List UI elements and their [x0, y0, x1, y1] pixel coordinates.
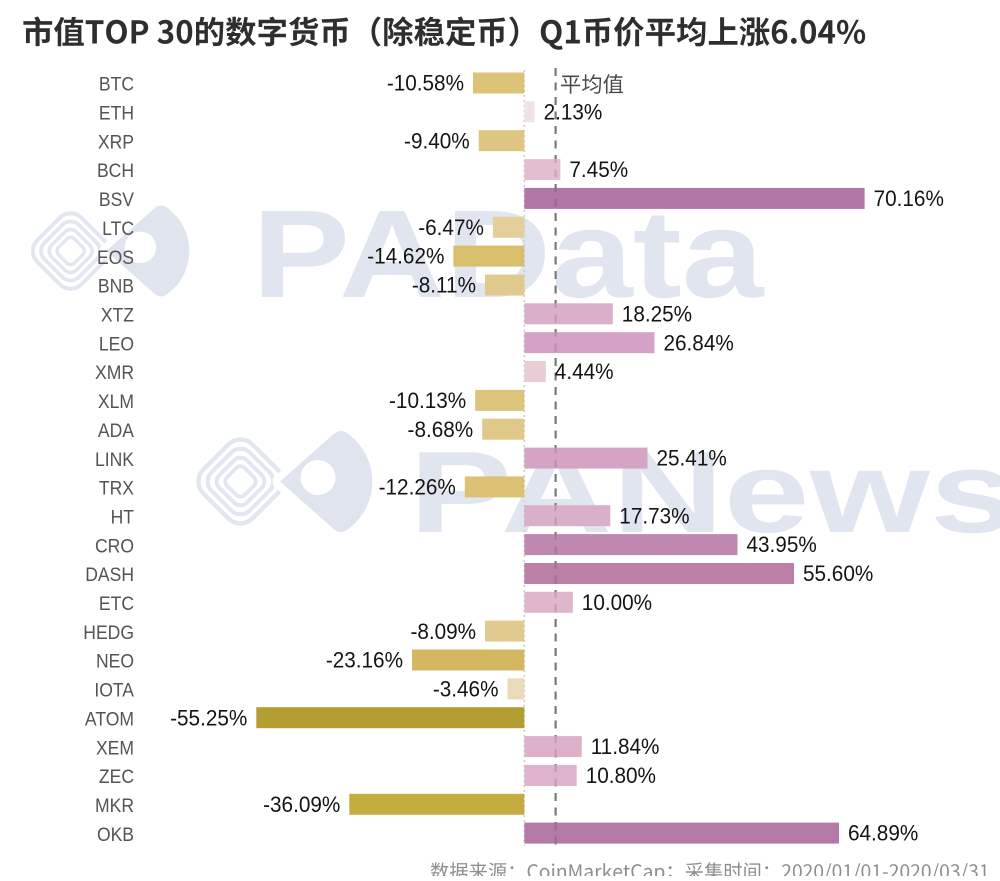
- svg-text:43.95%: 43.95%: [747, 533, 817, 558]
- svg-text:TRX: TRX: [99, 477, 134, 499]
- svg-text:HEDG: HEDG: [83, 621, 134, 643]
- svg-text:DASH: DASH: [85, 563, 134, 585]
- svg-text:-14.62%: -14.62%: [367, 244, 444, 269]
- svg-text:ZEC: ZEC: [99, 765, 134, 787]
- svg-text:BCH: BCH: [97, 159, 134, 181]
- svg-text:ETC: ETC: [99, 592, 134, 614]
- svg-text:10.80%: 10.80%: [586, 763, 656, 788]
- svg-text:-55.25%: -55.25%: [170, 706, 247, 731]
- svg-text:26.84%: 26.84%: [664, 331, 734, 356]
- svg-text:-8.68%: -8.68%: [408, 417, 474, 442]
- svg-text:XLM: XLM: [98, 390, 134, 412]
- svg-text:-8.11%: -8.11%: [412, 273, 476, 298]
- svg-text:-36.09%: -36.09%: [263, 792, 340, 817]
- svg-text:2.13%: 2.13%: [544, 100, 603, 125]
- svg-text:BTC: BTC: [99, 73, 134, 95]
- svg-text:XRP: XRP: [98, 131, 134, 153]
- svg-text:-12.26%: -12.26%: [379, 475, 456, 500]
- svg-text:MKR: MKR: [95, 794, 134, 816]
- svg-text:64.89%: 64.89%: [848, 821, 918, 846]
- svg-text:70.16%: 70.16%: [874, 186, 944, 211]
- svg-text:XTZ: XTZ: [101, 304, 134, 326]
- svg-text:ATOM: ATOM: [85, 708, 134, 730]
- svg-text:NEO: NEO: [96, 650, 134, 672]
- svg-text:BSV: BSV: [99, 188, 135, 210]
- svg-text:-9.40%: -9.40%: [404, 129, 470, 154]
- svg-text:-10.58%: -10.58%: [387, 71, 464, 96]
- svg-text:-23.16%: -23.16%: [326, 648, 403, 673]
- svg-text:17.73%: 17.73%: [619, 504, 689, 529]
- svg-text:LEO: LEO: [99, 333, 134, 355]
- svg-text:OKB: OKB: [97, 823, 134, 845]
- svg-text:ADA: ADA: [98, 419, 135, 441]
- svg-text:-3.46%: -3.46%: [433, 677, 499, 702]
- svg-text:IOTA: IOTA: [94, 679, 134, 701]
- svg-text:7.45%: 7.45%: [569, 158, 628, 183]
- svg-text:BNB: BNB: [98, 275, 134, 297]
- svg-text:-8.09%: -8.09%: [410, 619, 476, 644]
- svg-text:55.60%: 55.60%: [803, 561, 873, 586]
- svg-text:18.25%: 18.25%: [622, 302, 692, 327]
- svg-text:11.84%: 11.84%: [591, 735, 660, 760]
- svg-text:LTC: LTC: [102, 217, 134, 239]
- svg-text:XMR: XMR: [95, 361, 134, 383]
- svg-text:-10.13%: -10.13%: [389, 388, 466, 413]
- svg-text:LINK: LINK: [95, 448, 135, 470]
- svg-text:EOS: EOS: [97, 246, 134, 268]
- svg-text:-6.47%: -6.47%: [418, 215, 484, 240]
- svg-text:CRO: CRO: [95, 534, 134, 556]
- svg-text:4.44%: 4.44%: [555, 359, 614, 384]
- svg-text:10.00%: 10.00%: [582, 590, 652, 615]
- svg-text:HT: HT: [111, 506, 134, 528]
- svg-text:25.41%: 25.41%: [657, 446, 727, 471]
- svg-text:XEM: XEM: [96, 736, 134, 758]
- svg-text:ETH: ETH: [99, 102, 134, 124]
